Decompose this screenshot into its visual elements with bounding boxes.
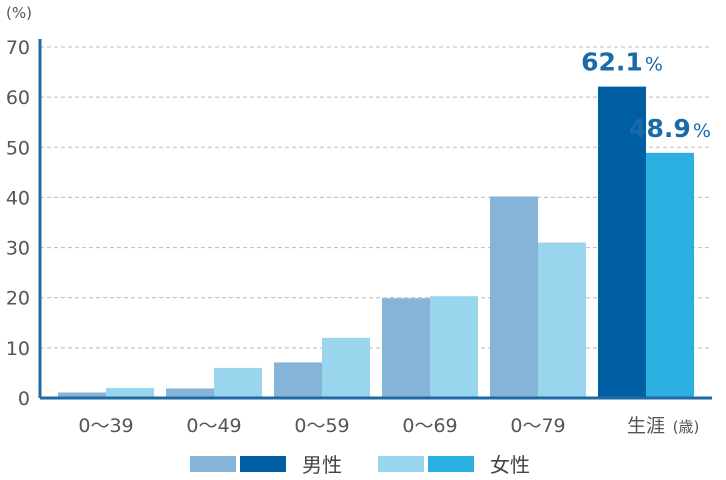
y-tick-label: 20 xyxy=(6,288,30,310)
bar-female xyxy=(538,242,586,398)
data-labels: 62.1 % 48.9% xyxy=(581,48,711,143)
x-tick-label: 0〜79 xyxy=(510,415,565,437)
x-axis-ticks: 0〜39 0〜49 0〜59 0〜69 0〜79 生涯 xyxy=(78,415,665,437)
x-tick-label: 0〜39 xyxy=(78,415,133,437)
legend-swatch xyxy=(428,456,474,472)
grid-lines xyxy=(40,46,712,349)
x-tick-label: 0〜49 xyxy=(186,415,241,437)
x-axis-unit-label: (歳) xyxy=(673,418,700,436)
data-label: 62.1% xyxy=(581,48,663,77)
legend-label: 女性 xyxy=(490,453,530,477)
y-axis-unit-label: (%) xyxy=(6,4,32,22)
bar-female xyxy=(322,337,370,398)
y-axis-ticks: 0 10 20 30 40 50 60 70 xyxy=(6,37,30,410)
bar-female xyxy=(214,367,262,398)
x-tick-label: 0〜59 xyxy=(294,415,349,437)
x-tick-label: 生涯 xyxy=(627,415,665,437)
legend-swatch xyxy=(378,456,424,472)
y-tick-label: 10 xyxy=(6,338,30,360)
data-label: 48.9% xyxy=(629,114,711,143)
legend-label: 男性 xyxy=(302,453,342,477)
y-tick-label: 30 xyxy=(6,238,30,260)
bars xyxy=(58,86,694,398)
y-tick-label: 40 xyxy=(6,187,30,209)
bar-female xyxy=(646,152,694,398)
legend-swatch xyxy=(240,456,286,472)
bar-male xyxy=(166,388,214,398)
legend-swatch xyxy=(190,456,236,472)
y-tick-label: 60 xyxy=(6,87,30,109)
bar-male xyxy=(58,392,106,398)
bar-female xyxy=(106,387,154,398)
y-tick-label: 70 xyxy=(6,37,30,59)
bar-male xyxy=(598,86,646,398)
bar-male xyxy=(382,298,430,398)
x-tick-label: 0〜69 xyxy=(402,415,457,437)
legend: 男性 女性 xyxy=(190,453,530,477)
bar-female xyxy=(430,296,478,398)
bar-male xyxy=(490,196,538,398)
y-tick-label: 50 xyxy=(6,137,30,159)
bar-male xyxy=(274,362,322,398)
y-tick-label: 0 xyxy=(18,388,30,410)
